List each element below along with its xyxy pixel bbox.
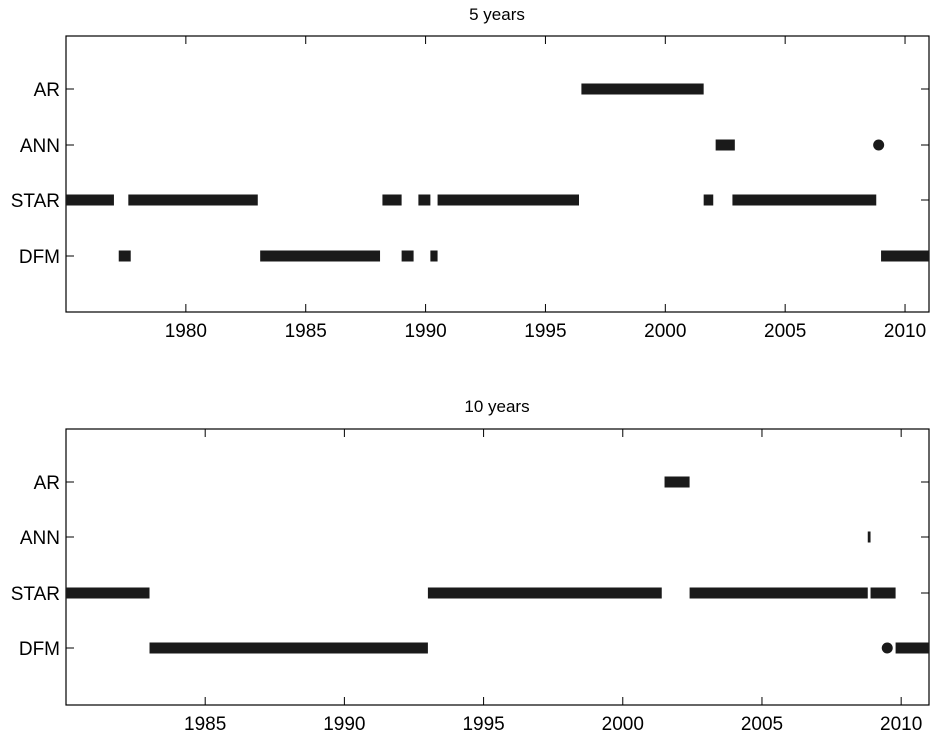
x-tick-label: 1990 xyxy=(323,714,365,735)
y-tick-label: STAR xyxy=(11,191,60,212)
y-tick-label: ANN xyxy=(20,528,60,549)
x-tick-label: 2010 xyxy=(884,321,926,342)
chart-title: 5 years xyxy=(469,5,525,24)
y-tick-label: ANN xyxy=(20,136,60,157)
x-tick-label: 1990 xyxy=(404,321,446,342)
y-tick-label: AR xyxy=(34,473,60,494)
chart-panel-10-years: 10 years AR ANN STAR DFM 1985 1990 1995 2000 20… xyxy=(11,397,930,735)
y-tick-label: STAR xyxy=(11,584,60,605)
x-tick-label: 1985 xyxy=(184,714,226,735)
data-point xyxy=(881,642,893,654)
data-point xyxy=(873,139,885,151)
x-tick-label: 1980 xyxy=(165,321,207,342)
plot-frame xyxy=(65,35,930,313)
plot-frame xyxy=(65,428,930,706)
x-tick-label: 1995 xyxy=(524,321,566,342)
y-tick-label: DFM xyxy=(19,247,60,268)
x-tick-label: 2010 xyxy=(880,714,922,735)
x-tick-label: 2005 xyxy=(741,714,783,735)
x-tick-label: 2000 xyxy=(644,321,686,342)
chart-panel-5-years: 5 years AR ANN STAR DFM 1980 1985 1990 1995 200… xyxy=(11,5,930,342)
y-tick-label: DFM xyxy=(19,639,60,660)
y-tick-label: AR xyxy=(34,80,60,101)
x-tick-label: 2005 xyxy=(764,321,806,342)
chart-title: 10 years xyxy=(464,397,529,416)
x-tick-label: 1985 xyxy=(285,321,327,342)
x-tick-label: 2000 xyxy=(602,714,644,735)
x-tick-label: 1995 xyxy=(462,714,504,735)
